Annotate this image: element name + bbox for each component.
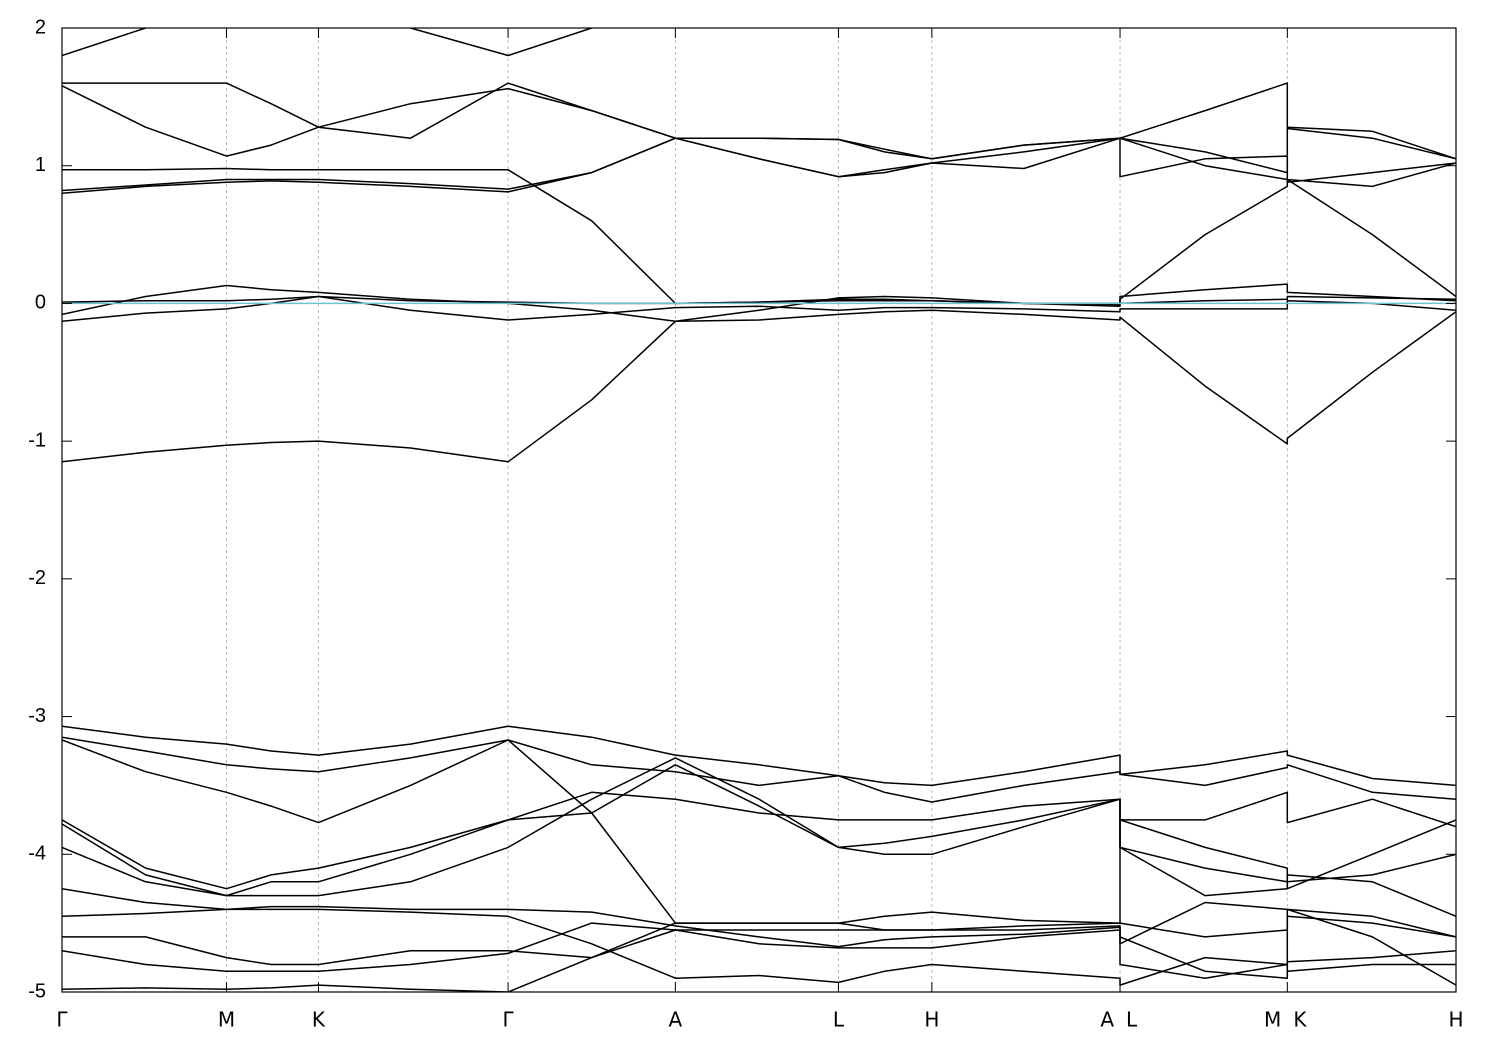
band-line bbox=[62, 167, 1456, 305]
band-line bbox=[62, 82, 1456, 160]
y-tick-label: -2 bbox=[28, 567, 46, 589]
plot-area bbox=[62, 28, 1456, 992]
band-line bbox=[62, 757, 1456, 917]
band-line bbox=[62, 791, 1456, 890]
band-line bbox=[62, 911, 1456, 966]
x-tick-label: H bbox=[924, 1008, 939, 1032]
band-line bbox=[62, 764, 1456, 897]
y-tick-label: -3 bbox=[28, 705, 46, 727]
y-tick-label: -1 bbox=[28, 429, 46, 451]
x-tick-label: K bbox=[1293, 1008, 1307, 1032]
band-line bbox=[62, 736, 1456, 803]
band-line bbox=[62, 82, 1456, 178]
x-tick-label: K bbox=[312, 1008, 326, 1032]
band-line bbox=[62, 901, 1456, 948]
band-line bbox=[62, 295, 1456, 306]
x-tick-label: A bbox=[1100, 1008, 1114, 1032]
x-tick-label: L bbox=[833, 1008, 845, 1032]
band-line bbox=[62, 283, 1456, 323]
band-line bbox=[62, 28, 592, 57]
frame bbox=[61, 27, 1457, 993]
band-line bbox=[62, 295, 1456, 323]
x-tick-label: M bbox=[1264, 1008, 1281, 1032]
x-tick-label: Γ bbox=[503, 1008, 515, 1032]
y-tick-label: 0 bbox=[35, 292, 46, 314]
y-tick-label: 2 bbox=[35, 16, 46, 38]
x-tick-label: L bbox=[1126, 1008, 1138, 1032]
y-tick-label: -5 bbox=[28, 980, 46, 1002]
y-tick-label: 1 bbox=[35, 154, 46, 176]
x-tick-label: M bbox=[218, 1008, 235, 1032]
x-tick-label: A bbox=[669, 1008, 683, 1032]
y-tick-label: -4 bbox=[28, 843, 46, 865]
band-line bbox=[62, 922, 1456, 979]
band-line bbox=[62, 908, 1456, 992]
band-line bbox=[62, 309, 1456, 463]
x-tick-label: Γ bbox=[56, 1008, 68, 1032]
x-tick-label: H bbox=[1448, 1008, 1463, 1032]
